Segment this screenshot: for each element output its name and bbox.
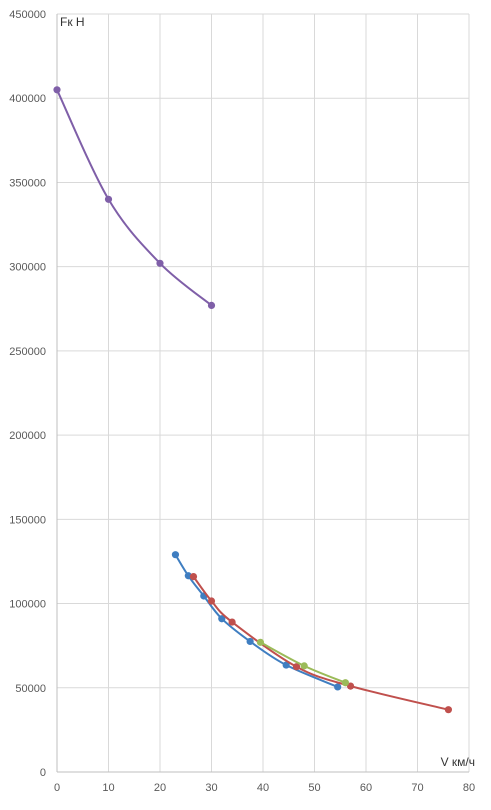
y-tick-label-4: 200000	[9, 430, 46, 442]
y-tick-label-7: 350000	[9, 177, 46, 189]
y-tick-label-2: 100000	[9, 599, 46, 611]
series-3-point-2	[341, 679, 349, 687]
x-tick-label-1: 10	[102, 782, 114, 794]
series-1	[171, 551, 342, 691]
series-group	[53, 86, 452, 714]
grid-lines	[57, 13, 470, 772]
series-0-point-0	[53, 86, 61, 94]
series-3-point-0	[256, 638, 265, 646]
series-0-point-3	[207, 301, 216, 310]
x-tick-label-0: 0	[54, 782, 60, 794]
series-3-point-1	[300, 662, 308, 670]
y-tick-label-3: 150000	[9, 514, 46, 526]
series-0-point-1	[104, 195, 113, 203]
series-2-point-5	[444, 706, 452, 714]
y-tick-label-9: 450000	[9, 9, 46, 21]
y-tick-label-0: 0	[40, 767, 46, 779]
series-1-point-6	[334, 683, 342, 691]
y-tick-label-8: 400000	[9, 93, 46, 105]
series-1-point-5	[282, 661, 290, 669]
series-2-point-2	[228, 618, 236, 626]
y-axis-title: Fк Н	[60, 15, 85, 29]
x-tick-label-7: 70	[411, 782, 423, 794]
y-tick-label-1: 50000	[15, 683, 46, 695]
series-0-point-2	[156, 259, 164, 267]
series-2-point-1	[207, 597, 216, 605]
x-axis-title: V км/ч	[441, 755, 475, 769]
x-tick-label-2: 20	[154, 782, 166, 794]
x-tick-label-5: 50	[308, 782, 320, 794]
series-3	[256, 638, 349, 687]
series-1-point-3	[218, 615, 226, 623]
series-1-point-0	[171, 551, 180, 559]
y-tick-label-6: 300000	[9, 262, 46, 274]
series-2-point-0	[189, 573, 198, 581]
x-tick-label-4: 40	[257, 782, 269, 794]
series-0-line	[56, 88, 213, 307]
series-2-point-4	[346, 682, 355, 690]
series-1-point-4	[246, 637, 254, 646]
series-0	[53, 86, 216, 310]
x-tick-label-8: 80	[463, 782, 475, 794]
series-2	[189, 573, 452, 714]
y-tick-label-5: 250000	[9, 346, 46, 358]
axes	[56, 14, 469, 773]
x-tick-label-3: 30	[205, 782, 217, 794]
x-tick-label-6: 60	[360, 782, 372, 794]
series-2-point-3	[292, 663, 301, 671]
tick-labels: 0 50000 100000 150000 200000 250000 300000 3500…	[9, 9, 475, 794]
